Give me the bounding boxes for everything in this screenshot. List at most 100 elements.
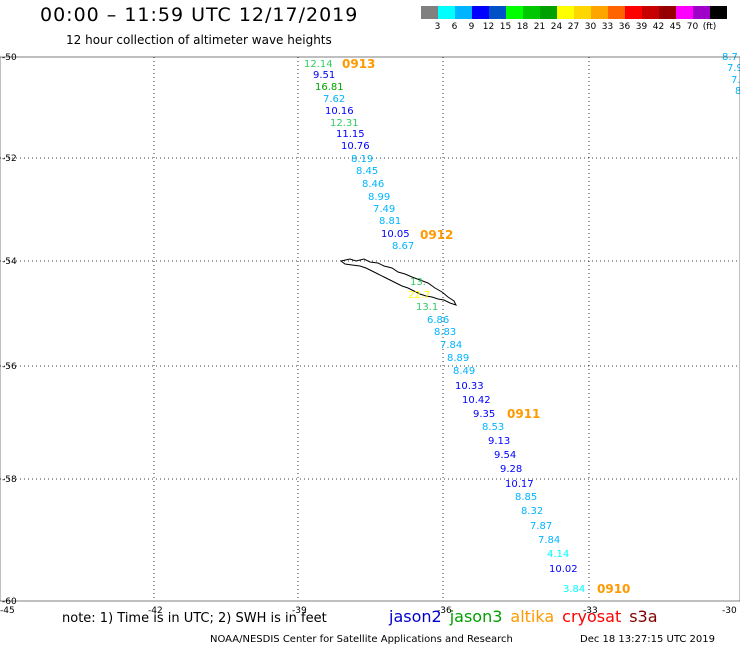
scale-swatch: [489, 6, 506, 19]
scale-label: 45: [669, 22, 682, 32]
scale-swatch: [455, 6, 472, 19]
scale-label: 18: [516, 22, 529, 32]
wave-height-value: 8.53: [482, 422, 504, 433]
pass-time-labels: 0913 0912 0911 0910: [342, 57, 630, 596]
pass-time-label: 0910: [597, 582, 630, 596]
pass-time-label: 0912: [420, 228, 453, 242]
wave-height-value: 12.31: [330, 118, 359, 129]
wave-height-value: 8.46: [362, 179, 384, 190]
credit-line: NOAA/NESDIS Center for Satellite Applica…: [210, 634, 513, 645]
scale-swatch: [710, 6, 727, 19]
scale-swatch: [506, 6, 523, 19]
axis-labels: -50 -52 -54 -56 -58 -60-45 -42 -39 -36 -33 -30: [0, 53, 737, 616]
wave-height-value: 9.28: [500, 464, 522, 475]
scale-swatch: [540, 6, 557, 19]
scale-swatch: [693, 6, 710, 19]
wave-height-value: 7.9: [727, 63, 740, 74]
latitude-label: -58: [2, 475, 17, 485]
latitude-label: -54: [2, 257, 17, 267]
wave-height-value: 6.86: [427, 315, 449, 326]
wave-height-value: 8.85: [515, 492, 537, 503]
wave-height-value: 10.02: [549, 564, 578, 575]
scale-swatch: [523, 6, 540, 19]
scale-label: 36: [618, 22, 631, 32]
scale-swatch: [421, 6, 438, 19]
wave-height-value: 10.33: [455, 381, 484, 392]
south-georgia-island-outline: [339, 258, 457, 306]
latitude-label: -56: [2, 362, 17, 372]
wave-height-value: 10.16: [325, 106, 354, 117]
satellite-legend: jason2 jason3 altika cryosat s3a: [389, 607, 666, 626]
wave-height-value: 10.05: [381, 229, 410, 240]
scale-label: 70: [686, 22, 699, 32]
scale-swatch: [608, 6, 625, 19]
scale-label: 15: [499, 22, 512, 32]
longitude-label: -42: [148, 606, 163, 616]
scale-label: (ft): [702, 22, 717, 32]
wave-height-value: 8.89: [447, 353, 469, 364]
map-title: 00:00 – 11:59 UTC 12/17/2019: [40, 4, 359, 26]
graticule: [0, 57, 740, 601]
wave-height-value: 8.67: [392, 241, 414, 252]
map-subtitle: 12 hour collection of altimeter wave hei…: [66, 33, 332, 47]
wave-height-value: 8.99: [368, 192, 390, 203]
wave-height-value: 7.84: [440, 340, 462, 351]
scale-swatch: [438, 6, 455, 19]
pass-time-label: 0913: [342, 57, 375, 71]
longitude-label: -30: [722, 606, 737, 616]
wave-height-value: 8.45: [356, 166, 378, 177]
wave-height-value: 10.76: [341, 141, 370, 152]
scale-label: 12: [482, 22, 495, 32]
wave-height-value: 8: [735, 86, 740, 97]
legend-jason3: jason3: [449, 607, 503, 626]
longitude-label: -33: [583, 606, 598, 616]
scale-swatch: [676, 6, 693, 19]
wave-height-value: 3.84: [563, 584, 585, 595]
longitude-label: -39: [292, 606, 307, 616]
wave-height-value: 9.35: [473, 409, 495, 420]
wave-height-value: 13.1: [416, 302, 438, 313]
scale-label: 39: [635, 22, 648, 32]
latitude-label: -50: [2, 53, 17, 63]
wave-height-value: 8.83: [434, 327, 456, 338]
scale-label: 30: [584, 22, 597, 32]
scale-swatch: [574, 6, 591, 19]
pass-time-label: 0911: [507, 407, 540, 421]
legend-altika: altika: [510, 607, 555, 626]
wave-height-value: 7.87: [530, 521, 552, 532]
scale-swatch: [557, 6, 574, 19]
wave-height-value: 9.13: [488, 436, 510, 447]
latitude-label: -52: [2, 154, 17, 164]
scale-swatch: [642, 6, 659, 19]
wave-height-value: 7.84: [538, 535, 560, 546]
wave-height-value: 7.49: [373, 204, 395, 215]
wave-height-value: 16.81: [315, 82, 344, 93]
scale-label: 9: [468, 22, 475, 32]
wave-height-value: 11.15: [336, 129, 365, 140]
wave-height-value: 9.51: [313, 70, 335, 81]
wave-height-value: 8.7: [722, 52, 738, 63]
scale-swatch: [659, 6, 676, 19]
scale-swatch: [472, 6, 489, 19]
latitude-label: -60: [2, 597, 17, 607]
wave-height-value: 7.: [731, 75, 740, 86]
legend-jason2: jason2: [389, 607, 442, 626]
legend-s3a: s3a: [629, 607, 658, 626]
longitude-label: -45: [0, 606, 15, 616]
note-text: note: 1) Time is in UTC; 2) SWH is in fe…: [62, 611, 327, 626]
scale-label: 42: [652, 22, 665, 32]
legend-cryosat: cryosat: [562, 607, 622, 626]
wave-height-value: 8.49: [453, 366, 475, 377]
scale-label: 6: [451, 22, 458, 32]
generated-timestamp: Dec 18 13:27:15 UTC 2019: [580, 634, 715, 645]
wave-height-value: 22.7: [408, 290, 430, 301]
wave-height-value: 12.14: [304, 59, 333, 70]
scale-swatch: [625, 6, 642, 19]
wave-height-value: 4.14: [547, 549, 569, 560]
scale-label: 3: [434, 22, 441, 32]
edge-track-values: 8.77.97.8: [722, 52, 740, 97]
wave-height-value: 13.: [410, 277, 426, 288]
map-frame: [0, 56, 740, 602]
wave-height-value: 7.62: [323, 94, 345, 105]
wave-height-value: 9.54: [494, 450, 516, 461]
